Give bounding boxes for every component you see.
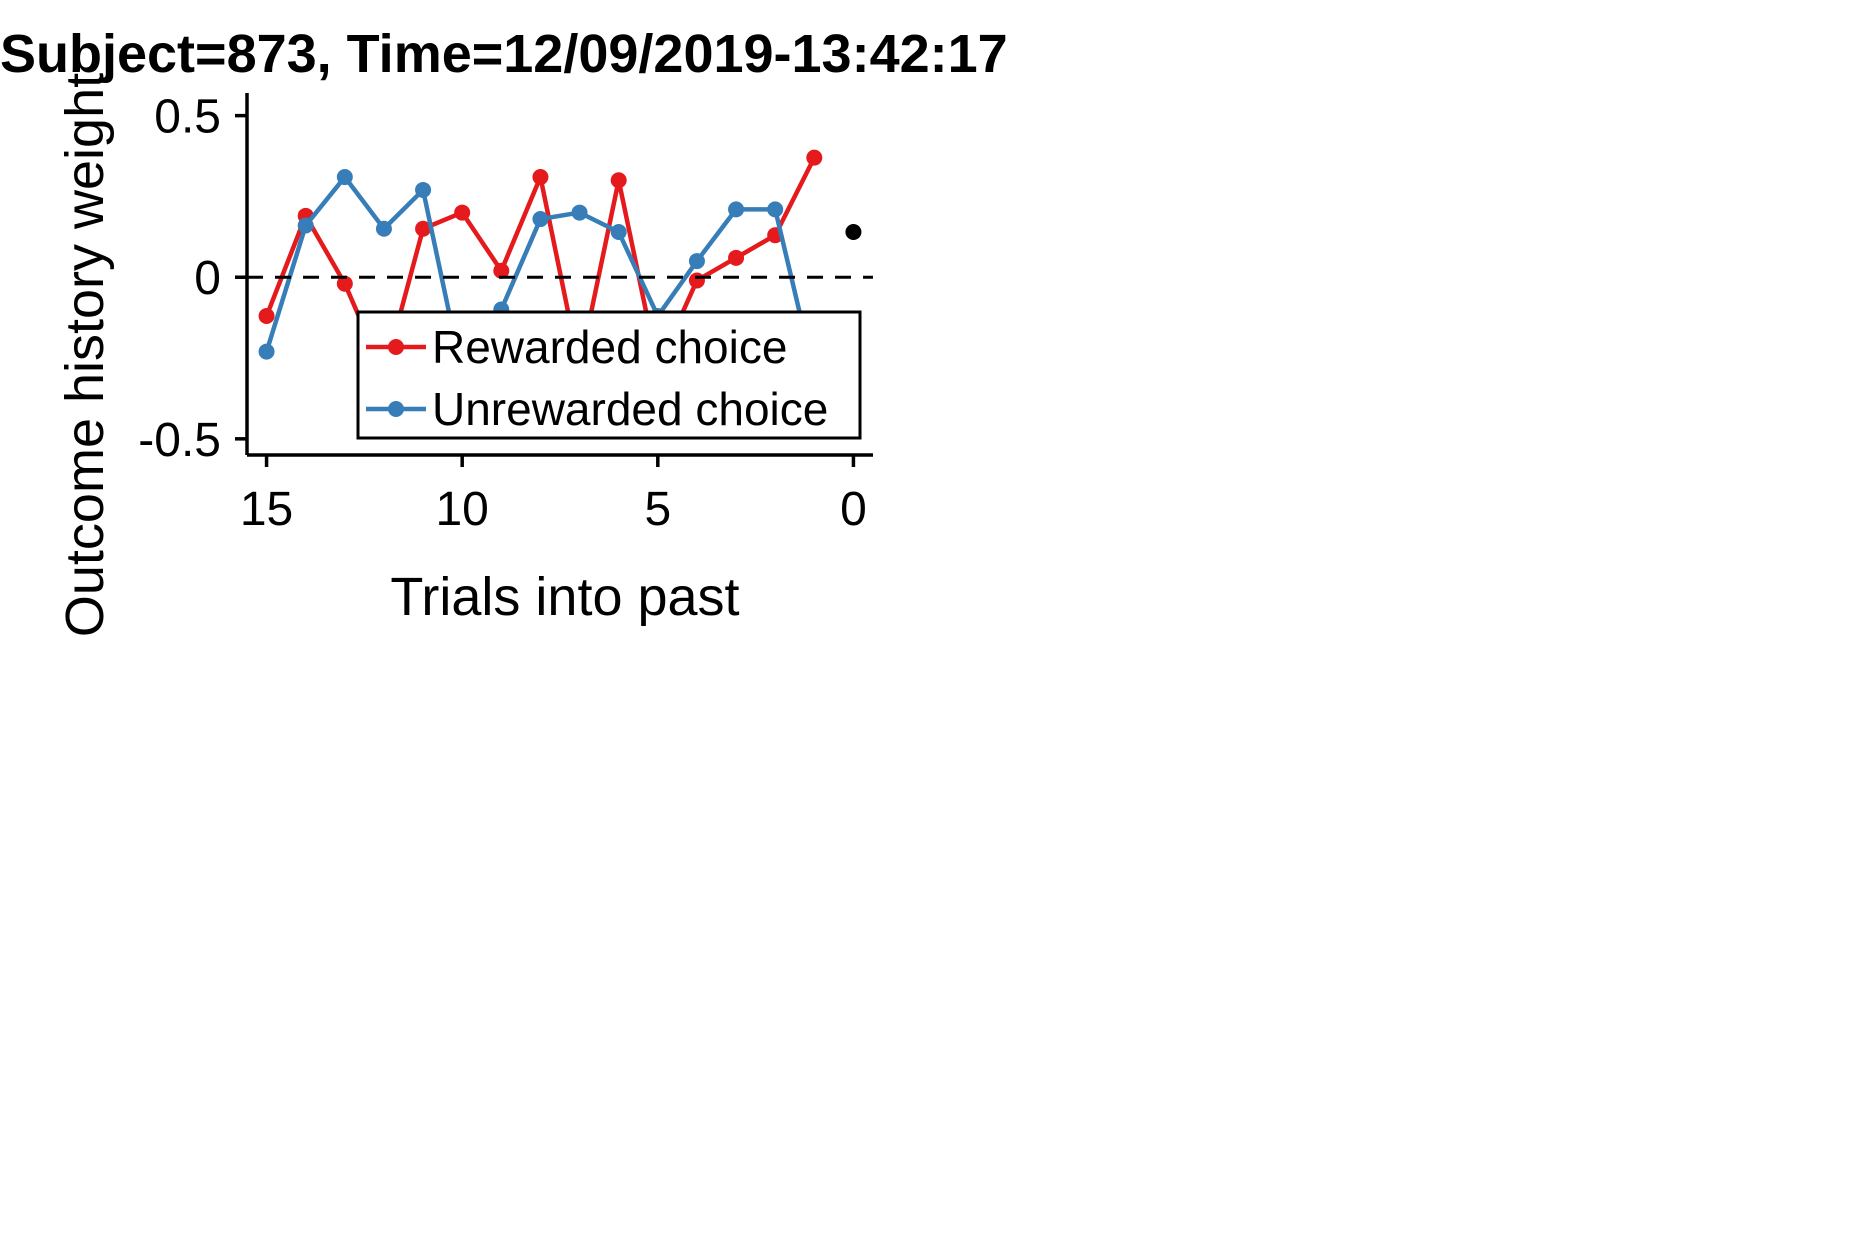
y-tick-label: -0.5 bbox=[138, 414, 221, 467]
data-point-rewarded bbox=[454, 204, 471, 221]
data-point-unrewarded bbox=[688, 253, 705, 270]
legend-box bbox=[356, 310, 862, 440]
y-tick-label: 0.5 bbox=[154, 91, 221, 144]
legend-swatch-marker bbox=[388, 401, 404, 417]
extra-points-layer bbox=[845, 223, 862, 240]
data-point-rewarded bbox=[532, 169, 549, 186]
data-point-unrewarded bbox=[336, 169, 353, 186]
legend-label: Unrewarded choice bbox=[432, 383, 828, 435]
data-point-rewarded bbox=[806, 149, 823, 166]
y-tick-label: 0 bbox=[194, 252, 221, 305]
data-point-rewarded bbox=[258, 308, 275, 325]
x-axis-ticks: 15 10 5 0 bbox=[240, 455, 867, 536]
data-point-rewarded bbox=[336, 275, 353, 292]
x-tick-label: 5 bbox=[644, 483, 671, 536]
data-point-unrewarded bbox=[258, 343, 275, 360]
data-point-unrewarded bbox=[375, 220, 392, 237]
y-axis-label: Outcome history weight bbox=[55, 73, 115, 637]
series-layer bbox=[258, 149, 823, 383]
legend-entry-rewarded: Rewarded choice bbox=[366, 321, 787, 373]
legend-swatch-marker bbox=[388, 339, 404, 355]
chart-title: Subject=873, Time=12/09/2019-13:42:17 bbox=[0, 24, 1008, 84]
x-tick-label: 0 bbox=[840, 483, 867, 536]
data-point-unrewarded bbox=[767, 201, 784, 218]
data-point-unrewarded bbox=[571, 204, 588, 221]
data-point-unrewarded bbox=[297, 217, 314, 234]
data-point-rewarded bbox=[610, 172, 627, 189]
y-axis-ticks: 0.5 0 -0.5 bbox=[138, 91, 247, 467]
legend-entry-unrewarded: Unrewarded choice bbox=[366, 383, 828, 435]
data-point-rewarded bbox=[728, 249, 745, 266]
legend: Rewarded choice Unrewarded choice bbox=[356, 310, 862, 440]
extra-data-point bbox=[845, 223, 862, 240]
data-point-rewarded bbox=[688, 272, 705, 289]
data-point-unrewarded bbox=[728, 201, 745, 218]
x-tick-label: 15 bbox=[240, 483, 293, 536]
x-tick-label: 10 bbox=[435, 483, 488, 536]
data-point-rewarded bbox=[415, 220, 432, 237]
x-axis-label: Trials into past bbox=[390, 567, 739, 627]
data-point-unrewarded bbox=[610, 223, 627, 240]
data-point-unrewarded bbox=[415, 181, 432, 198]
data-point-rewarded bbox=[493, 262, 510, 279]
legend-label: Rewarded choice bbox=[432, 321, 787, 373]
data-point-unrewarded bbox=[532, 211, 549, 228]
